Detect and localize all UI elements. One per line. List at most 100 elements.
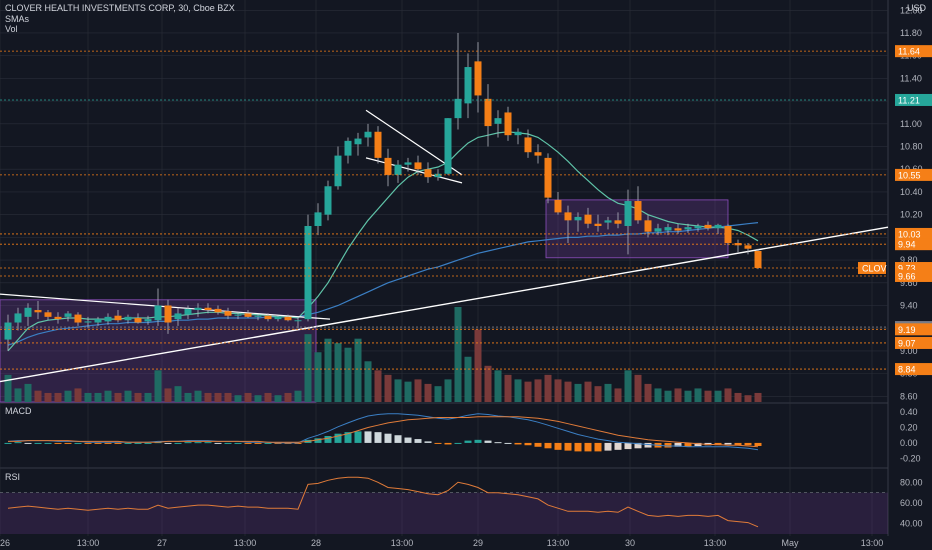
volume-bar [714, 390, 722, 402]
volume-bar [174, 386, 182, 402]
candle-body [654, 228, 662, 232]
macd-pane: 0.40 0.20 0.00 -0.20 [4, 407, 921, 463]
candle-body [264, 315, 272, 320]
volume-bar [54, 392, 62, 402]
rsi-pane: 80.00 60.00 40.00 [0, 476, 923, 534]
volume-bar [634, 374, 642, 402]
macd-histogram-bar [664, 442, 672, 448]
macd-signal-line [8, 416, 759, 448]
macd-histogram-bar [324, 436, 332, 443]
chart-title: CLOVER HEALTH INVESTMENTS CORP, 30, Cboe… [5, 3, 235, 13]
macd-histogram-bar [594, 442, 602, 452]
volume-bar [544, 374, 552, 402]
time-axis[interactable]: 26 13:00 27 13:00 28 13:00 29 13:00 30 13:00 May 13… [0, 538, 883, 548]
macd-histogram-bar [4, 442, 12, 444]
price-tag [895, 45, 932, 58]
macd-histogram-bar [244, 442, 252, 444]
volume-bar [64, 390, 72, 402]
volume-bar [374, 370, 382, 402]
candle-body [14, 313, 22, 323]
volume-bar [454, 307, 462, 402]
volume-bar [594, 386, 602, 402]
candle-body [24, 307, 32, 317]
candle-body [634, 201, 642, 221]
volume-bar [494, 370, 502, 402]
macd-histogram-bar [644, 442, 652, 448]
candle-body [374, 131, 382, 158]
volume-bar [584, 381, 592, 402]
macd-histogram-bar [504, 442, 512, 444]
macd-histogram-bar [524, 442, 532, 446]
price-tick-label: 10.20 [900, 210, 923, 220]
macd-histogram-bar [144, 442, 152, 444]
time-tick-label: 13:00 [704, 538, 727, 548]
macd-pane-label[interactable]: MACD [5, 406, 32, 416]
volume-bar [364, 361, 372, 402]
time-tick-label: 27 [157, 538, 167, 548]
macd-histogram-bar [754, 442, 762, 446]
volume-bar [94, 392, 102, 402]
candle-body [74, 314, 82, 323]
candle-body [274, 316, 282, 320]
macd-histogram-bar [74, 442, 82, 444]
volume-bar [574, 383, 582, 402]
price-tick-label: 11.00 [900, 119, 922, 129]
volume-bar [114, 392, 122, 402]
price-tag-label: 11.21 [898, 95, 920, 105]
candle-body [54, 316, 62, 320]
price-tag-label: 9.94 [898, 240, 916, 250]
volume-bar [204, 392, 212, 402]
candle-body [94, 319, 102, 323]
volume-bar [554, 379, 562, 402]
time-tick-label: 13:00 [547, 538, 570, 548]
candle-body [744, 245, 752, 249]
price-axis[interactable]: 12.0011.8011.6011.4011.2011.0010.8010.60… [858, 5, 932, 401]
rsi-line [7, 476, 759, 528]
volume-bar [244, 392, 252, 402]
candle-body [164, 305, 172, 323]
macd-histogram-bar [364, 431, 372, 443]
macd-histogram-bar [374, 432, 382, 443]
macd-histogram-bar [174, 442, 182, 444]
volume-bar [384, 374, 392, 402]
candle-body [434, 173, 442, 178]
candle-body [474, 61, 482, 96]
indicator-vol-label[interactable]: Vol [5, 24, 18, 34]
volume-bar [424, 383, 432, 402]
indicator-smas-label[interactable]: SMAs [5, 14, 30, 24]
candle-body [224, 311, 232, 316]
rsi-tick-label: 40.00 [900, 519, 923, 529]
volume-bar [334, 343, 342, 402]
candle-body [564, 212, 572, 221]
volume-bar [664, 390, 672, 402]
candle-body [314, 212, 322, 227]
candle-body [624, 201, 632, 227]
price-tick-label: 12.00 [900, 5, 923, 15]
time-tick-label: May [781, 538, 799, 548]
macd-histogram-bar [204, 442, 212, 444]
candle-body [464, 67, 472, 104]
volume-bar [104, 390, 112, 402]
candle-body [134, 317, 142, 323]
macd-histogram-bar [534, 442, 542, 447]
volume-bar [354, 338, 362, 402]
volume-bar [614, 388, 622, 402]
macd-histogram-bar [54, 442, 62, 444]
macd-histogram-bar [734, 442, 742, 446]
candle-body [504, 112, 512, 136]
candle-body [234, 314, 242, 316]
candle-body [584, 214, 592, 224]
candle-body [704, 224, 712, 229]
rsi-pane-label[interactable]: RSI [5, 472, 21, 482]
macd-histogram-bar [394, 435, 402, 443]
macd-histogram-bar [744, 442, 752, 446]
macd-histogram-bar [484, 440, 492, 443]
volume-bar [604, 383, 612, 402]
macd-histogram-bar [634, 442, 642, 449]
candle-body [754, 250, 762, 269]
macd-tick-label: 0.20 [900, 423, 918, 433]
range-boxes [0, 199, 729, 403]
macd-histogram-bar [544, 442, 552, 449]
price-tick-label: 11.80 [900, 28, 922, 38]
